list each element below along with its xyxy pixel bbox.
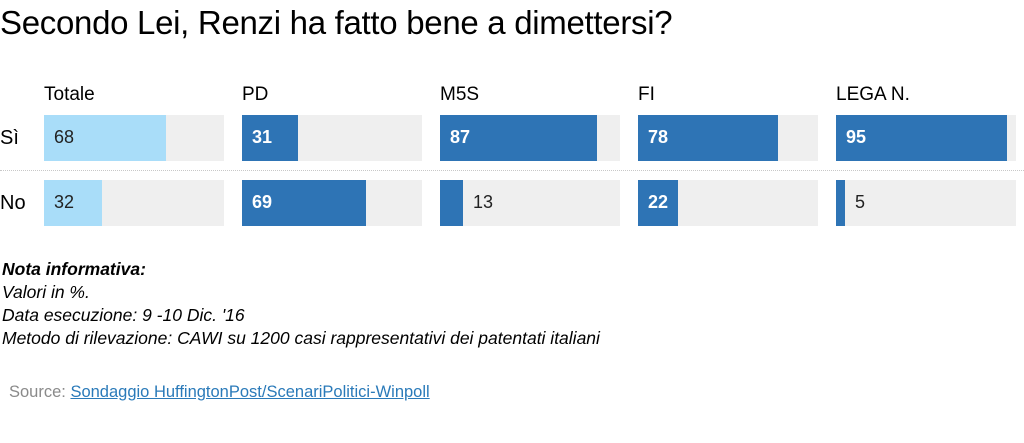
bar-track: 68: [44, 115, 224, 161]
notes-line-values: Valori in %.: [2, 282, 90, 302]
column-header-3: M5S: [440, 84, 480, 105]
source-line: Source: Sondaggio HuffingtonPost/Scenari…: [9, 383, 430, 402]
row-label-2: No: [0, 192, 26, 214]
bar: [440, 115, 597, 161]
bar-value-label: 22: [648, 192, 669, 212]
notes-line-date: Data esecuzione: 9 -10 Dic. '16: [2, 305, 245, 325]
bar-value-label: 13: [473, 192, 494, 212]
chart-title: Secondo Lei, Renzi ha fatto bene a dimet…: [0, 4, 673, 41]
column-header-5: LEGA N.: [836, 84, 910, 105]
bar-track: 5: [836, 180, 1016, 226]
bar-value-label: 87: [450, 127, 471, 147]
bar: [44, 115, 166, 161]
notes-heading: Nota informativa:: [2, 259, 146, 279]
bar: [638, 180, 678, 226]
bar: [44, 180, 102, 226]
column-header-1: Totale: [44, 84, 95, 105]
bar-track: 87: [440, 115, 620, 161]
notes-block: Nota informativa: Valori in %. Data esec…: [2, 258, 600, 350]
bar-value-label: 95: [846, 127, 867, 147]
bar-value-label: 5: [855, 192, 866, 212]
bar-value-label: 31: [252, 127, 273, 147]
bar-value-label: 32: [54, 192, 75, 212]
bar-track: 13: [440, 180, 620, 226]
bar-track: 95: [836, 115, 1016, 161]
source-prefix: Source:: [9, 383, 71, 401]
bar: [836, 180, 845, 226]
bar-value-label: 68: [54, 127, 75, 147]
bar-track: 22: [638, 180, 818, 226]
bar: [638, 115, 778, 161]
row-divider: [0, 170, 1024, 171]
column-header-2: PD: [242, 84, 269, 105]
notes-line-method: Metodo di rilevazione: CAWI su 1200 casi…: [2, 328, 600, 348]
bar: [836, 115, 1007, 161]
bar-track: 78: [638, 115, 818, 161]
row-label-1: Sì: [0, 127, 19, 149]
bar: [242, 115, 298, 161]
bar-value-label: 78: [648, 127, 669, 147]
bar-track: 32: [44, 180, 224, 226]
bar: [242, 180, 366, 226]
bar-value-label: 69: [252, 192, 273, 212]
bar-track: 31: [242, 115, 422, 161]
bar: [440, 180, 463, 226]
column-header-4: FI: [638, 84, 655, 105]
source-link[interactable]: Sondaggio HuffingtonPost/ScenariPolitici…: [70, 383, 430, 401]
bar-track: 69: [242, 180, 422, 226]
